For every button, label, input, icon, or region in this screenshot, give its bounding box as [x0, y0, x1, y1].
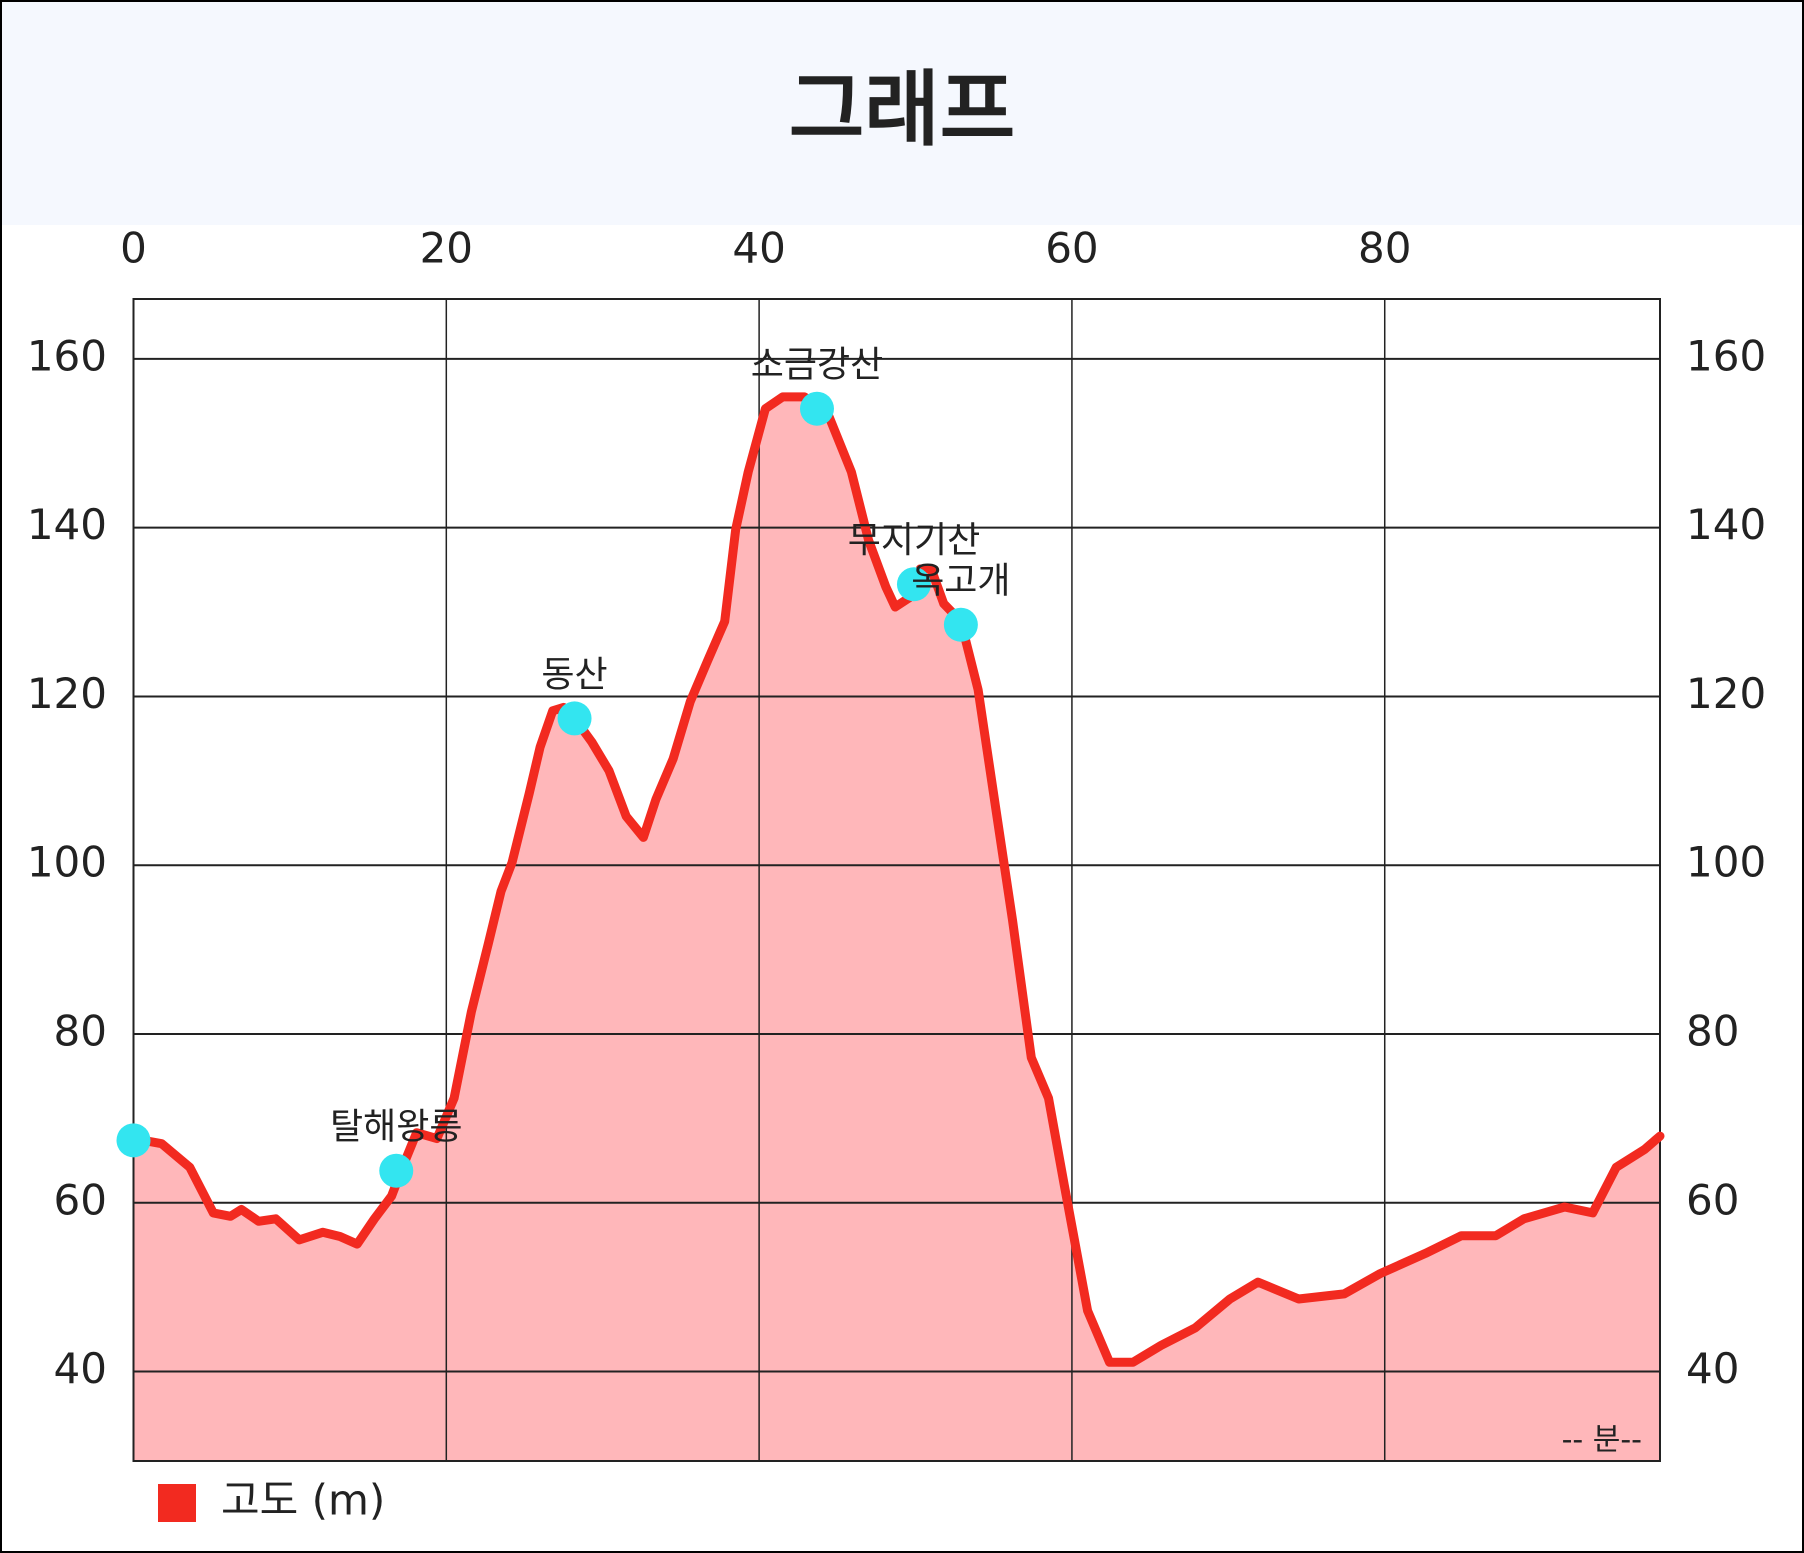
y-tick-label-right: 100: [1686, 838, 1766, 887]
marker: [943, 607, 978, 642]
marker-label: 탈해왕릉: [330, 1107, 462, 1148]
area: [133, 396, 1660, 1461]
marker: [116, 1123, 151, 1158]
x-tick-label: 0: [120, 224, 147, 273]
marker: [799, 391, 834, 426]
x-tick-label: 80: [1358, 224, 1411, 273]
marker: [557, 701, 592, 736]
x-axis-label: -- 분--: [1562, 1423, 1642, 1458]
marker-label: 옥고개: [911, 561, 1010, 602]
y-tick-label-right: 120: [1686, 669, 1766, 718]
marker: [379, 1153, 414, 1188]
y-tick-label-right: 80: [1686, 1007, 1739, 1056]
y-tick-label-right: 160: [1686, 331, 1766, 380]
marker: [896, 567, 931, 602]
marker-label: 무지기산: [848, 520, 980, 561]
y-tick-label: 100: [27, 838, 107, 887]
y-tick-label: 40: [54, 1344, 107, 1393]
y-tick-label: 140: [27, 500, 107, 549]
marker-label: 소금강산: [751, 345, 883, 386]
y-tick-label-right: 140: [1686, 500, 1766, 549]
chart-title: 그래프: [789, 62, 1015, 157]
y-tick-label: 60: [54, 1175, 107, 1224]
x-tick-label: 40: [732, 224, 785, 273]
marker-label: 동산: [541, 654, 607, 695]
y-tick-label-right: 60: [1686, 1175, 1739, 1224]
x-tick-label: 20: [420, 224, 473, 273]
legend-label: 고도 (m): [221, 1476, 385, 1525]
plot-border: [132, 298, 1661, 1462]
x-tick-label: 60: [1045, 224, 1098, 273]
line: [129, 392, 1665, 1367]
header: [0, 0, 1804, 225]
y-tick-label: 80: [54, 1007, 107, 1056]
y-tick-label-right: 40: [1686, 1344, 1739, 1393]
y-tick-label: 120: [27, 669, 107, 718]
legend-swatch: [158, 1484, 196, 1522]
y-tick-label: 160: [27, 331, 107, 380]
